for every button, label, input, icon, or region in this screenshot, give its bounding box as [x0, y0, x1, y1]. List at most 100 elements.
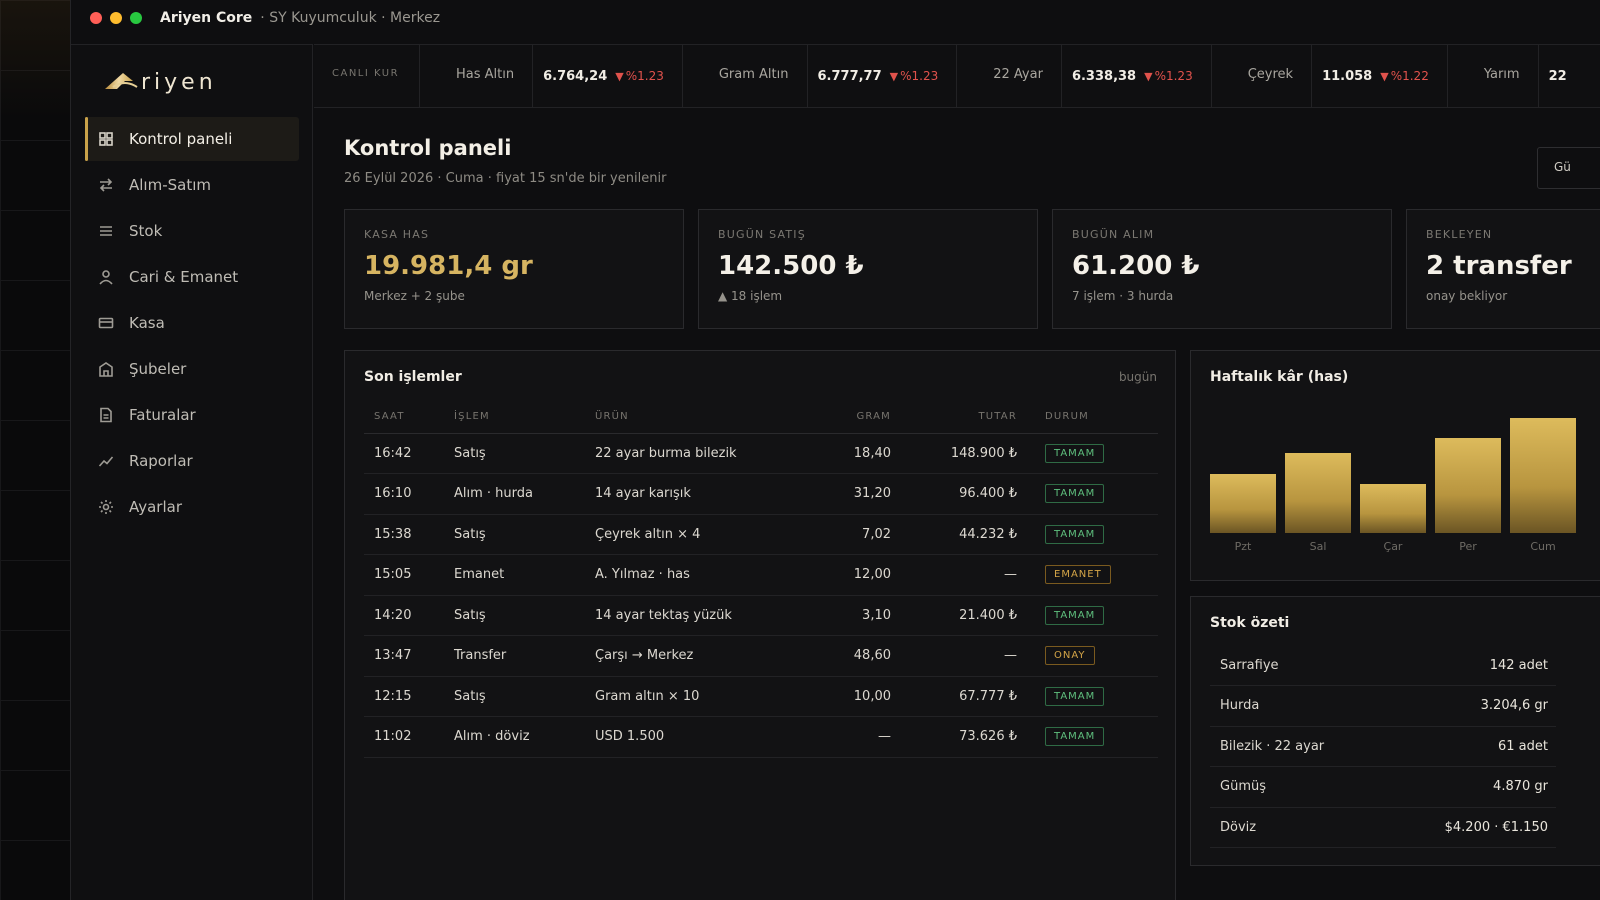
chart-bar[interactable] [1285, 453, 1351, 533]
stat-card[interactable]: KASA HAS 19.981,4 gr Merkez + 2 şube [344, 209, 684, 329]
cell-type: Alım · hurda [444, 473, 585, 515]
chart-bar[interactable] [1360, 484, 1426, 533]
stat-value: 142.500 ₺ [718, 251, 864, 281]
sidebar: riyen Kontrol paneli Alım-Satım Stok Cari &… [71, 44, 313, 900]
stat-value: 61.200 ₺ [1072, 251, 1200, 281]
table-row[interactable]: 15:38 Satış Çeyrek altın × 4 7,02 44.232 ₺ TA… [364, 514, 1158, 555]
column-header[interactable]: SAAT [364, 401, 444, 434]
cell-amount: — [909, 635, 1035, 677]
chart-bar[interactable] [1510, 418, 1576, 533]
close-window-button[interactable] [90, 12, 102, 24]
sidebar-item-4[interactable]: Cari & Emanet [85, 255, 299, 299]
app-title: Ariyen Core [160, 10, 253, 26]
stock-name: Sarrafiye [1220, 657, 1279, 673]
stat-card[interactable]: BEKLEYEN 2 transfer onay bekliyor [1406, 209, 1600, 329]
panel-title: Son işlemler [364, 369, 462, 385]
cell-product: Gram altın × 10 [585, 676, 800, 717]
ticker-change-value: %1.23 [625, 69, 664, 83]
status-badge: ONAY [1045, 646, 1095, 666]
sidebar-item-5[interactable]: Kasa [85, 301, 299, 345]
cell-amount: 67.777 ₺ [909, 676, 1035, 717]
list-icon [97, 222, 115, 240]
ticker-item-change: ▼ %1.23 [882, 69, 957, 83]
stock-row[interactable]: Gümüş 4.870 gr [1210, 767, 1556, 808]
cell-time: 12:15 [364, 676, 444, 717]
stock-value: 3.204,6 gr [1480, 698, 1548, 713]
panel-title: Haftalık kâr (has) [1210, 369, 1349, 385]
table-row[interactable]: 13:47 Transfer Çarşı → Merkez 48,60— ONAY [364, 635, 1158, 677]
table-row[interactable]: 16:10 Alım · hurda 14 ayar karışık 31,20 96.… [364, 473, 1158, 515]
chart-bar[interactable] [1210, 474, 1276, 533]
sidebar-item-9[interactable]: Ayarlar [85, 485, 299, 529]
cell-type: Satış [444, 433, 585, 474]
header-action-button[interactable]: Gü [1537, 147, 1600, 189]
table-row[interactable]: 11:02 Alım · döviz USD 1.500—73.626 ₺ TAMAM [364, 716, 1158, 758]
status-badge: TAMAM [1045, 524, 1105, 544]
swap-icon [97, 176, 115, 194]
cell-type: Satış [444, 676, 585, 717]
sidebar-item-2[interactable]: Alım-Satım [85, 163, 299, 207]
cell-gram: 48,60 [800, 635, 909, 677]
cell-gram: 18,40 [800, 433, 909, 474]
ticker-item: Yarım 22 [1448, 45, 1567, 107]
stat-card[interactable]: BUGÜN SATIŞ 142.500 ₺ ▲ 18 işlem [698, 209, 1038, 329]
table-row[interactable]: 16:42 Satış 22 ayar burma bilezik 18,40 148.… [364, 433, 1158, 474]
cell-product: 14 ayar tektaş yüzük [585, 595, 800, 636]
desktop-background [0, 0, 70, 900]
user-icon [97, 268, 115, 286]
ticker-change-value: %1.23 [1154, 69, 1193, 83]
stat-value: 19.981,4 gr [364, 251, 533, 281]
sidebar-item-3[interactable]: Stok [85, 209, 299, 253]
cell-status: TAMAM [1035, 514, 1158, 555]
stock-row[interactable]: Bilezik · 22 ayar 61 adet [1210, 726, 1556, 767]
column-header[interactable]: DURUM [1035, 401, 1158, 434]
ticker-item-change: ▼ %1.22 [1372, 69, 1447, 83]
cell-gram: 31,20 [800, 473, 909, 515]
chart-bar[interactable] [1435, 438, 1501, 533]
chart-tick-label: Per [1459, 540, 1477, 553]
cell-status: TAMAM [1035, 433, 1158, 474]
cell-time: 13:47 [364, 635, 444, 677]
minimize-window-button[interactable] [110, 12, 122, 24]
cell-type: Alım · döviz [444, 716, 585, 758]
cell-time: 11:02 [364, 716, 444, 758]
stock-row[interactable]: Döviz $4.200 · €1.150 [1210, 807, 1556, 848]
brand-logo[interactable]: riyen [103, 67, 279, 95]
down-arrow-icon: ▼ [1144, 70, 1153, 83]
ticker-change-value: %1.23 [900, 69, 939, 83]
stock-value: 61 adet [1498, 738, 1548, 754]
column-header[interactable]: GRAM [800, 401, 909, 434]
ticker-item-change: ▼ %1.23 [607, 69, 682, 83]
ticker-item-value: 6.338,38 [1071, 68, 1137, 84]
cell-type: Transfer [444, 635, 585, 677]
sidebar-item-label: Şubeler [129, 360, 187, 378]
sidebar-item-label: Faturalar [129, 406, 196, 424]
date-filter-label[interactable]: bugün [1118, 370, 1157, 384]
transactions-table: SAAT İŞLEM ÜRÜN GRAM TUTAR DURUM 16:42 Satış 22… [364, 401, 1158, 758]
stat-card[interactable]: BUGÜN ALIM 61.200 ₺ 7 işlem · 3 hurda [1052, 209, 1392, 329]
stat-note: ▲ 18 işlem [718, 289, 783, 303]
sidebar-item-label: Kasa [129, 314, 165, 332]
stock-value: 4.870 gr [1493, 779, 1548, 794]
sidebar-item-7[interactable]: Faturalar [85, 393, 299, 437]
stock-row[interactable]: Sarrafiye 142 adet [1210, 645, 1556, 686]
column-header[interactable]: ÜRÜN [585, 401, 800, 434]
column-header[interactable]: İŞLEM [444, 401, 585, 434]
status-badge: TAMAM [1045, 727, 1105, 747]
main-content: Kontrol paneli 26 Eylül 2026 · Cuma · fi… [314, 109, 1600, 900]
table-row[interactable]: 15:05 Emanet A. Yılmaz · has 12,00— EMANET [364, 554, 1158, 596]
cell-time: 15:05 [364, 554, 444, 596]
table-row[interactable]: 12:15 Satış Gram altın × 10 10,00 67.777 ₺ TA… [364, 676, 1158, 717]
sidebar-item-label: Ayarlar [129, 498, 183, 516]
maximize-window-button[interactable] [130, 12, 142, 24]
sidebar-item-6[interactable]: Şubeler [85, 347, 299, 391]
stock-row[interactable]: Hurda 3.204,6 gr [1210, 686, 1556, 727]
cell-type: Satış [444, 514, 585, 555]
card-icon [97, 314, 115, 332]
down-arrow-icon: ▼ [889, 70, 899, 83]
column-header[interactable]: TUTAR [909, 401, 1035, 434]
table-row[interactable]: 14:20 Satış 14 ayar tektaş yüzük 3,10 21.400… [364, 595, 1158, 636]
status-badge: TAMAM [1045, 443, 1105, 463]
sidebar-item-1[interactable]: Kontrol paneli [85, 117, 299, 161]
sidebar-item-8[interactable]: Raporlar [85, 439, 299, 483]
